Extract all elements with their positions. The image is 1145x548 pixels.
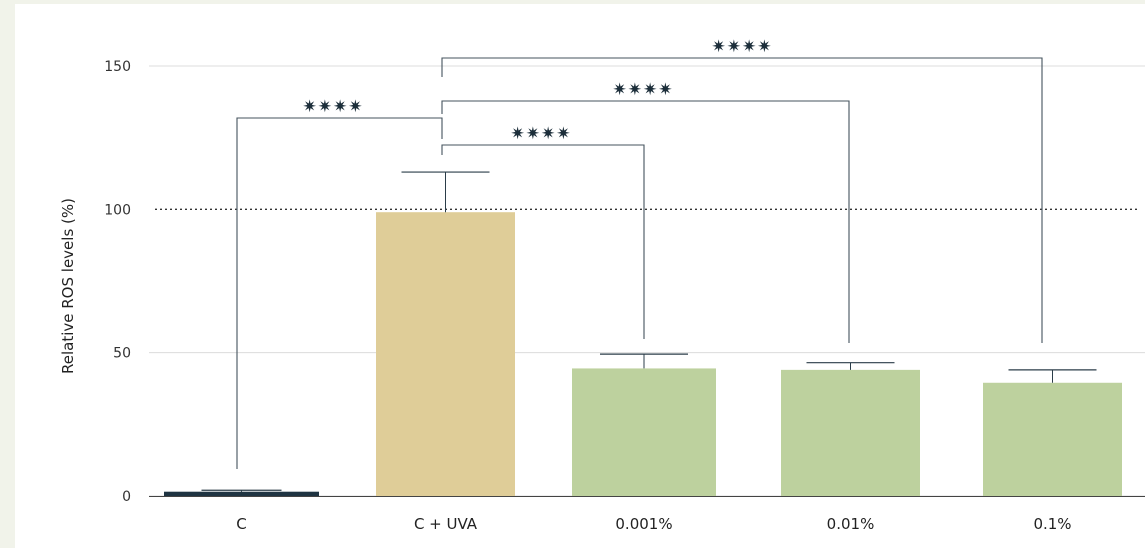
category-label: C bbox=[236, 515, 246, 533]
bar-1 bbox=[376, 212, 515, 496]
significance-label: ✷✷✷✷ bbox=[303, 97, 364, 117]
category-label: C + UVA bbox=[414, 515, 478, 533]
category-label: 0.01% bbox=[827, 515, 875, 533]
significance-bracket bbox=[441, 100, 850, 343]
significance-label: ✷✷✷✷ bbox=[613, 80, 674, 100]
y-axis-title: Relative ROS levels (%) bbox=[59, 198, 77, 374]
y-tick-label: 100 bbox=[104, 202, 131, 218]
category-label: 0.001% bbox=[615, 515, 672, 533]
chart-panel: ✷✷✷✷ ✷✷✷✷ ✷✷✷✷ ✷✷✷✷ 0 50 100 150 C C + UVA 0.001%… bbox=[15, 4, 1145, 548]
y-tick-label: 50 bbox=[113, 346, 131, 362]
bar-4 bbox=[983, 382, 1122, 496]
category-label: 0.1% bbox=[1033, 515, 1071, 533]
significance-bracket bbox=[441, 57, 1043, 343]
y-tick-label: 150 bbox=[104, 59, 131, 75]
y-tick-label: 0 bbox=[122, 489, 131, 505]
bar-0 bbox=[164, 491, 319, 496]
significance-bracket bbox=[441, 144, 645, 339]
significance-bracket bbox=[236, 117, 443, 469]
bar-chart: ✷✷✷✷ ✷✷✷✷ ✷✷✷✷ ✷✷✷✷ 0 50 100 150 C C + UVA 0.001%… bbox=[59, 37, 1145, 533]
bar-3 bbox=[781, 369, 920, 496]
significance-label: ✷✷✷✷ bbox=[712, 37, 773, 57]
significance-label: ✷✷✷✷ bbox=[511, 124, 572, 144]
bar-2 bbox=[572, 368, 716, 496]
